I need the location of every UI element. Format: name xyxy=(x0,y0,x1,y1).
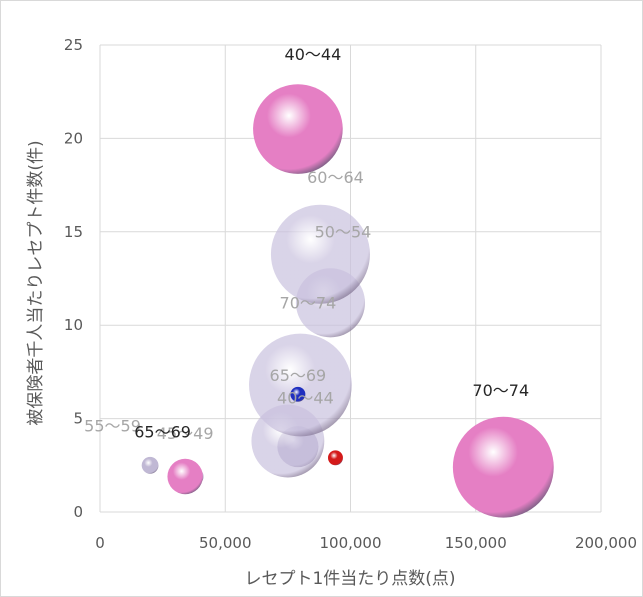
bubble xyxy=(327,450,343,466)
bubble xyxy=(270,204,370,304)
bubble-label: 60〜64 xyxy=(307,168,364,187)
bubble-label: 65〜69 xyxy=(270,366,327,385)
y-tick-label: 10 xyxy=(64,316,83,334)
bubble xyxy=(249,333,352,437)
bubble-label: 70〜74 xyxy=(280,293,337,312)
bubble-label: 45〜49 xyxy=(157,424,214,443)
x-axis-title: レセプト1件当たり点数(点) xyxy=(244,569,455,589)
y-axis-title: 被保険者千人当たりレセプト件数(件) xyxy=(26,140,46,425)
x-tick-label: 50,000 xyxy=(199,534,252,552)
bubble-label: 55〜59 xyxy=(84,417,141,436)
y-tick-label: 0 xyxy=(73,503,83,521)
bubble-labels: 55〜59 45〜4965〜6940〜4465〜6970〜7450〜5460〜64… xyxy=(84,45,529,443)
x-tick-label: 0 xyxy=(95,534,105,552)
axis-ticks: 0 5 10 15 20 25 0 50,000 100,000 150,000 200,000 xyxy=(64,36,637,552)
bubble-label: 50〜54 xyxy=(315,222,372,241)
bubble-label: 40〜44 xyxy=(277,389,334,408)
bubble xyxy=(253,84,343,174)
bubble xyxy=(452,416,554,518)
x-tick-label: 100,000 xyxy=(319,534,381,552)
x-tick-label: 150,000 xyxy=(445,534,507,552)
y-tick-label: 20 xyxy=(64,129,83,147)
bubble-label: 40〜44 xyxy=(285,45,342,64)
bubble-label: 70〜74 xyxy=(472,381,529,400)
y-tick-label: 5 xyxy=(73,410,83,428)
y-tick-label: 25 xyxy=(64,36,83,54)
bubble xyxy=(290,386,306,402)
bubble xyxy=(167,458,203,495)
y-tick-label: 15 xyxy=(64,223,83,241)
x-tick-label: 200,000 xyxy=(575,534,637,552)
bubble xyxy=(141,456,159,474)
bubble-series xyxy=(141,84,554,518)
bubble-label: 65〜69 xyxy=(134,422,191,441)
